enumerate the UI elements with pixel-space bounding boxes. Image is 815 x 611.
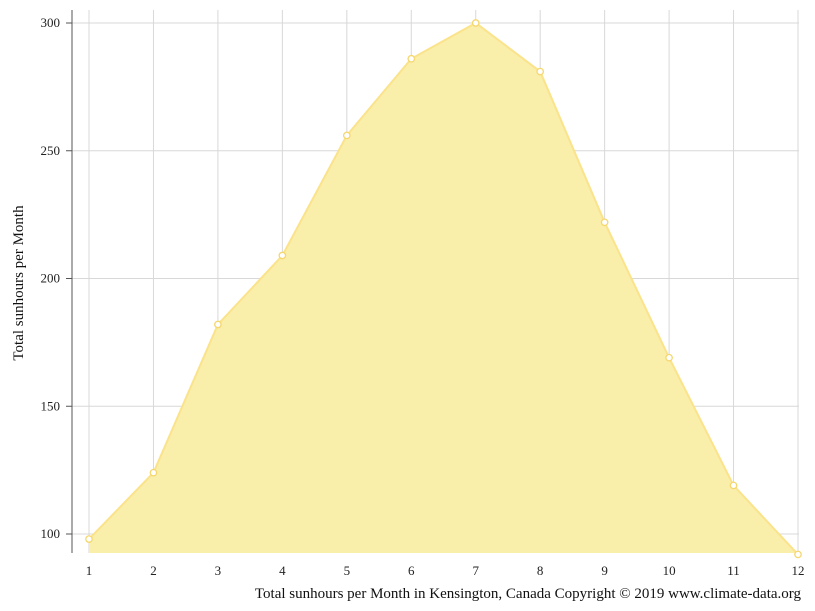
y-tick-label-300: 300 <box>41 15 61 30</box>
area-fill <box>89 23 798 555</box>
x-tick-label-3: 3 <box>215 563 222 578</box>
x-tick-label-11: 11 <box>727 563 740 578</box>
x-tick-label-1: 1 <box>86 563 93 578</box>
data-point-12 <box>794 550 802 559</box>
data-point-9 <box>600 218 609 227</box>
data-point-3 <box>214 320 222 329</box>
data-point-11 <box>729 481 738 490</box>
x-tick-label-7: 7 <box>472 563 479 578</box>
y-tick-label-200: 200 <box>41 271 61 286</box>
x-tick-label-5: 5 <box>344 563 351 578</box>
data-point-7 <box>471 19 480 27</box>
series-line <box>88 21 799 556</box>
x-tick-label-8: 8 <box>537 563 544 578</box>
data-point-10 <box>665 353 673 362</box>
x-tick-label-6: 6 <box>408 563 415 578</box>
y-axis-title: Total sunhours per Month <box>11 205 27 361</box>
data-point-8 <box>536 67 545 76</box>
data-point-2 <box>149 468 158 477</box>
y-tick-label-150: 150 <box>41 398 61 413</box>
data-point-1 <box>85 535 93 543</box>
x-tick-label-2: 2 <box>150 563 157 578</box>
x-tick-label-4: 4 <box>279 563 286 578</box>
data-point-4 <box>278 251 287 260</box>
y-tick-label-100: 100 <box>41 526 61 541</box>
chart-caption: Total sunhours per Month in Kensington, … <box>255 586 802 602</box>
x-tick-label-9: 9 <box>601 563 608 578</box>
area-layer <box>88 21 799 556</box>
x-tick-label-10: 10 <box>663 563 676 578</box>
markers <box>85 19 802 559</box>
y-tick-label-250: 250 <box>41 143 61 158</box>
data-point-6 <box>407 54 416 63</box>
data-point-5 <box>342 131 351 140</box>
x-tick-label-12: 12 <box>792 563 805 578</box>
